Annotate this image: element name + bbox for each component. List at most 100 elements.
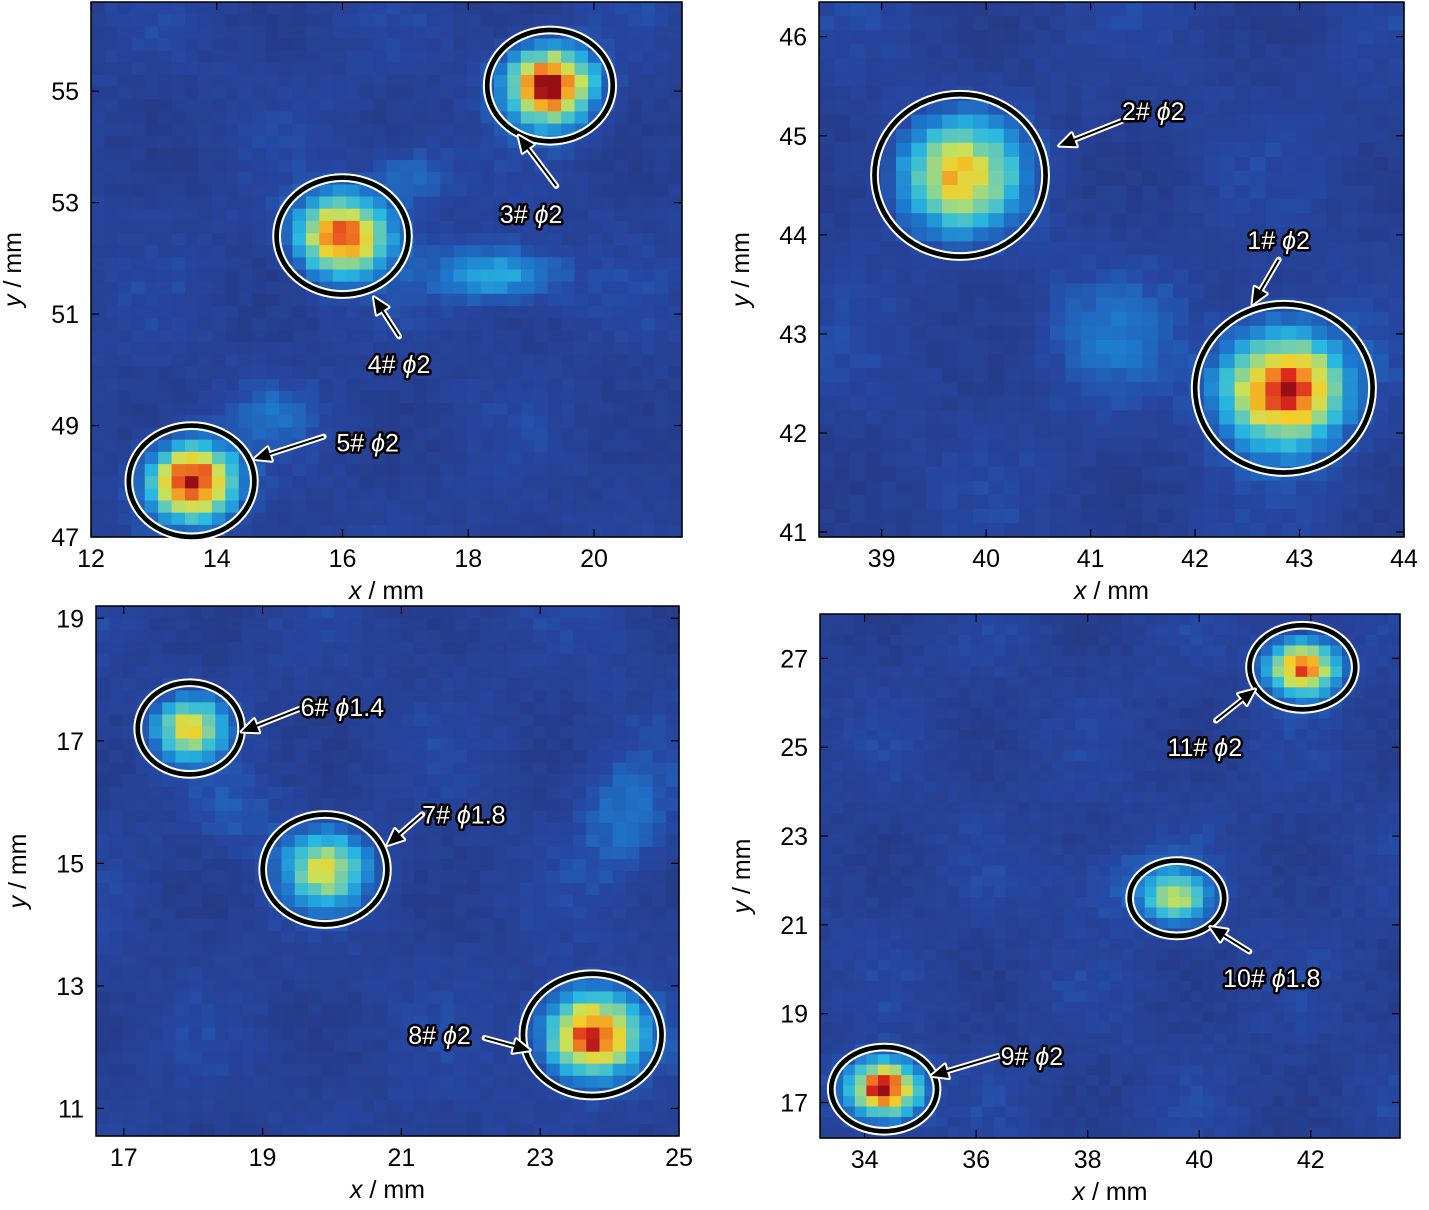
heatmap-cell <box>332 14 347 27</box>
heatmap-cell <box>414 1039 428 1053</box>
heatmap-cell <box>1049 396 1066 411</box>
heatmap-cell <box>305 342 320 356</box>
heatmap-cell <box>171 500 186 514</box>
heatmap-cell <box>493 464 508 477</box>
heatmap-cell <box>574 476 589 489</box>
heatmap-cell <box>988 72 1005 88</box>
heatmap-cell <box>117 330 132 344</box>
heatmap-cell <box>135 810 150 824</box>
heatmap-cell <box>162 738 177 752</box>
heatmap-cell <box>1142 156 1159 172</box>
heatmap-cell <box>185 512 200 526</box>
heatmap-cell <box>319 62 334 76</box>
heatmap-cell <box>359 391 374 404</box>
heatmap-cell <box>533 955 548 968</box>
heatmap-cell <box>373 257 388 271</box>
heatmap-cell <box>506 666 521 679</box>
heatmap-cell <box>305 62 320 76</box>
heatmap-cell <box>1173 241 1190 257</box>
heatmap-cell <box>1280 44 1297 59</box>
heatmap-cell <box>1065 16 1082 31</box>
heatmap-cell <box>162 991 177 1005</box>
heatmap-cell <box>668 184 683 198</box>
heatmap-cell <box>91 464 106 477</box>
heatmap-cell <box>1342 368 1359 383</box>
heatmap-cell <box>1203 16 1220 31</box>
heatmap-cell <box>988 353 1005 369</box>
heatmap-cell <box>942 2 959 17</box>
heatmap-cell <box>241 895 256 908</box>
heatmap-cell <box>1311 494 1328 510</box>
heatmap-cell <box>131 427 146 441</box>
heatmap-cell <box>1111 156 1128 172</box>
heatmap-cell <box>292 38 307 52</box>
heatmap-cell <box>198 318 213 331</box>
heatmap-cell <box>520 798 534 812</box>
heatmap-cell <box>534 269 549 283</box>
heatmap-cell <box>1296 494 1313 510</box>
heatmap-cell <box>399 318 414 331</box>
heatmap-cell <box>601 269 616 283</box>
heatmap-cell <box>534 354 549 368</box>
heatmap-cell <box>131 269 146 283</box>
heatmap-cell <box>655 184 670 198</box>
heatmap-cell <box>135 618 150 631</box>
heatmap-cell <box>117 500 132 514</box>
heatmap-cell <box>1265 382 1282 397</box>
heatmap-cell <box>467 99 482 113</box>
heatmap-cell <box>255 666 269 679</box>
x-tick-label: 18 <box>454 545 482 573</box>
heatmap-cell <box>373 415 388 429</box>
heatmap-cell <box>413 135 428 149</box>
x-tick-label: 20 <box>580 545 608 573</box>
heatmap-cell <box>614 378 629 392</box>
heatmap-cell <box>158 403 173 417</box>
heatmap-cell <box>211 160 226 173</box>
heatmap-cell <box>96 991 110 1005</box>
heatmap-cell <box>117 512 132 526</box>
heatmap-cell <box>308 931 322 944</box>
heatmap-cell <box>440 822 455 836</box>
heatmap-cell <box>279 220 294 234</box>
heatmap-cell <box>911 114 928 130</box>
heatmap-cell <box>202 919 216 932</box>
heatmap-cell <box>1250 325 1267 341</box>
heatmap-cell <box>413 378 428 392</box>
heatmap-cell <box>849 114 866 130</box>
heatmap-cell <box>400 943 415 956</box>
heatmap-cell <box>493 979 508 993</box>
heatmap-cell <box>1034 283 1051 299</box>
heatmap-cell <box>185 476 200 489</box>
heatmap-cell <box>211 500 226 514</box>
heatmap-cell <box>268 1027 283 1041</box>
defect-circle-inner <box>131 428 252 535</box>
heatmap-cell <box>655 257 670 271</box>
heatmap-cell <box>162 1099 177 1113</box>
heatmap-cell <box>957 185 974 200</box>
heatmap-cell <box>1173 339 1190 355</box>
heatmap-cell <box>628 305 643 319</box>
heatmap-cell <box>158 74 173 88</box>
heatmap-cell <box>373 403 388 417</box>
heatmap-cell <box>1049 44 1066 59</box>
heatmap-cell <box>255 1015 269 1029</box>
heatmap-cell <box>332 427 347 441</box>
heatmap-cell <box>211 135 226 149</box>
heatmap-cell <box>399 2 414 15</box>
heatmap-cell <box>668 26 683 40</box>
heatmap-cell <box>926 30 943 45</box>
heatmap-cell <box>1126 255 1143 271</box>
heatmap-cell <box>135 762 150 776</box>
heatmap-cell <box>1126 368 1143 383</box>
heatmap-cell <box>506 822 521 836</box>
heatmap-cell <box>175 1063 190 1077</box>
heatmap-cell <box>988 30 1005 45</box>
heatmap-cell <box>1342 142 1359 158</box>
heatmap-cell <box>400 1123 415 1137</box>
heatmap-cell <box>346 451 361 465</box>
heatmap-cell <box>96 907 110 920</box>
heatmap-cell <box>655 451 670 465</box>
heatmap-cell <box>628 524 643 538</box>
heatmap-cell <box>480 654 495 667</box>
heatmap-cell <box>294 798 309 812</box>
